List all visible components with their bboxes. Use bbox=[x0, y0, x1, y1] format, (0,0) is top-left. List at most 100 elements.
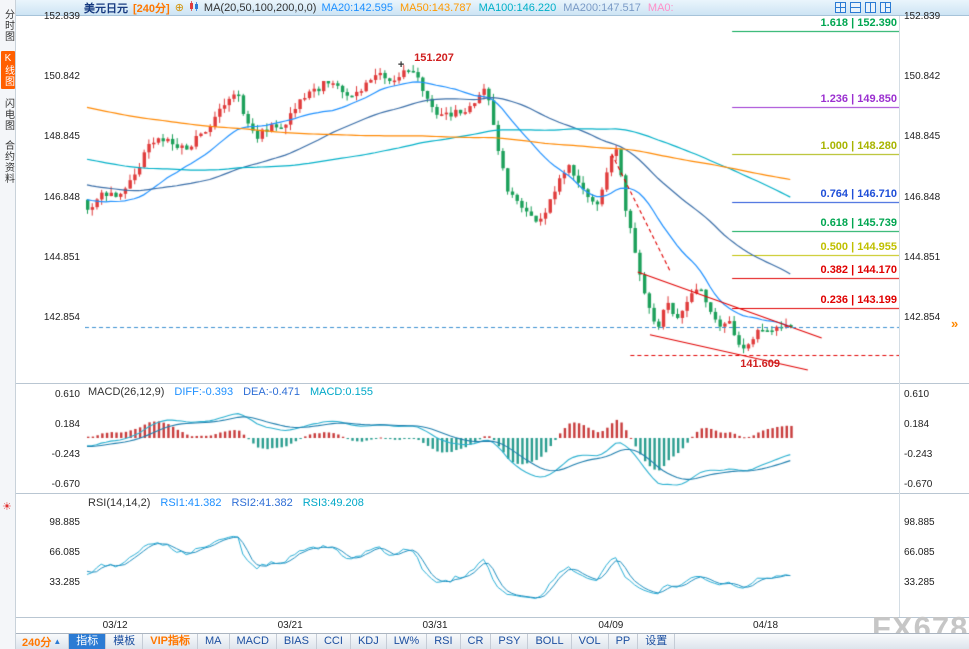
layout-horizontal-split-icon[interactable] bbox=[850, 2, 861, 13]
macd-panel-header: MACD(26,12,9) DIFF:-0.393 DEA:-0.471 MAC… bbox=[88, 386, 373, 398]
price-axis-label-right: 142.854 bbox=[904, 311, 941, 323]
macd-title: MACD(26,12,9) bbox=[88, 386, 165, 398]
layout-icons bbox=[835, 2, 891, 13]
toolbar-period-label[interactable]: 240分 bbox=[22, 636, 52, 649]
ma-value-4: MA0: bbox=[647, 1, 674, 14]
toolbar-item-VIP指标[interactable]: VIP指标 bbox=[143, 633, 199, 649]
sidebar-item-3[interactable]: 合约资料 bbox=[2, 140, 14, 184]
price-axis-label-left: 148.845 bbox=[43, 131, 80, 143]
left-sidebar: 分时图 K线图闪电图合约资料 bbox=[0, 0, 16, 649]
rsi1-value: RSI1:41.382 bbox=[160, 497, 222, 509]
divider-main-macd bbox=[16, 383, 969, 384]
rsi-axis-label-left: 98.885 bbox=[49, 517, 80, 528]
date-axis-label-0: 03/12 bbox=[102, 620, 128, 631]
price-axis-label-right: 150.842 bbox=[904, 71, 941, 83]
rsi-axis-label-right: 33.285 bbox=[904, 577, 935, 589]
date-axis-label-3: 04/09 bbox=[598, 620, 624, 631]
divider-plot-axis bbox=[899, 16, 900, 617]
rsi-chart-canvas[interactable] bbox=[85, 494, 899, 620]
indicator-icon bbox=[189, 0, 199, 15]
macd-chart-canvas[interactable] bbox=[85, 384, 899, 492]
toolbar-item-MACD[interactable]: MACD bbox=[230, 633, 277, 649]
macd-axis-label-right: -0.670 bbox=[904, 478, 933, 490]
layout-vertical-split-icon[interactable] bbox=[865, 2, 876, 13]
period-label: [240分] bbox=[133, 2, 170, 15]
ma-values: MA20:142.595 MA50:143.787 MA100:146.220 MA2… bbox=[321, 2, 680, 14]
ma-settings-label: MA(20,50,100,200,0,0) bbox=[203, 1, 317, 14]
price-axis-label-left: 150.842 bbox=[43, 71, 80, 83]
main-chart-canvas[interactable] bbox=[85, 16, 899, 383]
macd-axis-label-right: 0.184 bbox=[904, 418, 930, 430]
toolbar-item-指标[interactable]: 指标 bbox=[69, 633, 107, 649]
toolbar-item-模板[interactable]: 模板 bbox=[106, 633, 144, 649]
macd-axis-label-left: -0.243 bbox=[51, 448, 80, 460]
fib-level-label: 1.618 | 152.390 bbox=[820, 16, 897, 29]
ma-value-3: MA200:147.517 bbox=[563, 1, 641, 14]
ma-value-0: MA20:142.595 bbox=[321, 1, 393, 14]
price-axis-label-right: 144.851 bbox=[904, 251, 941, 263]
sidebar-item-1[interactable]: K线图 bbox=[0, 51, 15, 89]
header-bar: 美元日元 [240分] ⊕ MA(20,50,100,200,0,0) MA20… bbox=[16, 0, 969, 16]
toolbar-item-PP[interactable]: PP bbox=[609, 633, 639, 649]
price-axis-label-left: 142.854 bbox=[43, 311, 80, 323]
fib-level-label: 0.500 | 144.955 bbox=[820, 240, 897, 253]
macd-macd-value: MACD:0.155 bbox=[309, 386, 373, 398]
toolbar-item-VOL[interactable]: VOL bbox=[572, 633, 609, 649]
toolbar-item-设置[interactable]: 设置 bbox=[638, 633, 676, 649]
ma-value-2: MA100:146.220 bbox=[478, 1, 557, 14]
toolbar-item-MA[interactable]: MA bbox=[198, 633, 230, 649]
fib-level-label: 0.618 | 145.739 bbox=[820, 217, 897, 230]
price-axis-label-left: 152.839 bbox=[43, 11, 80, 22]
rsi-axis-label-left: 66.085 bbox=[49, 547, 80, 558]
date-axis-label-1: 03/21 bbox=[277, 620, 303, 631]
toolbar-item-PSY[interactable]: PSY bbox=[491, 633, 529, 649]
toolbar-item-CCI[interactable]: CCI bbox=[317, 633, 351, 649]
symbol-title: 美元日元 bbox=[84, 2, 128, 15]
date-axis-label-2: 03/31 bbox=[422, 620, 448, 631]
toolbar-item-LW%[interactable]: LW% bbox=[387, 633, 428, 649]
rsi-title: RSI(14,14,2) bbox=[88, 497, 151, 509]
crosshair-marker-icon: + bbox=[397, 58, 405, 71]
macd-axis-label-right: 0.610 bbox=[904, 389, 930, 400]
macd-axis-label-left: -0.670 bbox=[51, 478, 80, 490]
layout-grid-icon[interactable] bbox=[835, 2, 846, 13]
toolbar-items: 指标 模板 VIP指标 MA MACD BIAS CCI KDJ LW% RSI CR PSY BOLL… bbox=[69, 633, 676, 649]
fib-level-label: 0.764 | 146.710 bbox=[820, 187, 897, 200]
layout-mixed-split-icon[interactable] bbox=[880, 2, 891, 13]
sun-tool-icon[interactable]: ☀ bbox=[2, 501, 12, 513]
sidebar-item-2[interactable]: 闪电图 bbox=[2, 98, 14, 131]
toolbar-item-KDJ[interactable]: KDJ bbox=[351, 633, 387, 649]
fib-level-label: 1.236 | 149.850 bbox=[820, 93, 897, 106]
rsi-panel-header: RSI(14,14,2) RSI1:41.382 RSI2:41.382 RSI… bbox=[88, 497, 364, 509]
rsi3-value: RSI3:49.208 bbox=[302, 497, 364, 509]
divider-rsi-dates bbox=[16, 617, 969, 618]
price-annotation-1: 141.609 bbox=[740, 357, 781, 370]
period-up-triangle-icon[interactable]: ▲ bbox=[53, 633, 70, 649]
rsi-axis-label-right: 66.085 bbox=[904, 547, 935, 558]
price-axis-label-right: 152.839 bbox=[904, 11, 941, 22]
macd-axis-label-left: 0.610 bbox=[54, 389, 80, 400]
fib-level-label: 1.000 | 148.280 bbox=[820, 140, 897, 153]
current-price-marker-icon: » bbox=[951, 316, 959, 332]
macd-axis-label-right: -0.243 bbox=[904, 448, 933, 460]
toolbar-item-BOLL[interactable]: BOLL bbox=[528, 633, 572, 649]
price-axis-label-left: 144.851 bbox=[43, 251, 80, 263]
rsi-axis-label-right: 98.885 bbox=[904, 517, 935, 528]
ma-value-1: MA50:143.787 bbox=[400, 1, 472, 14]
rsi-axis-label-left: 33.285 bbox=[49, 577, 80, 589]
price-axis-label-right: 146.848 bbox=[904, 191, 941, 203]
toolbar-item-BIAS[interactable]: BIAS bbox=[277, 633, 317, 649]
toolbar-item-RSI[interactable]: RSI bbox=[427, 633, 461, 649]
circle-plus-icon[interactable]: ⊕ bbox=[174, 2, 184, 14]
price-axis-label-right: 148.845 bbox=[904, 131, 941, 143]
sidebar-item-0[interactable]: 分时图 bbox=[2, 9, 14, 42]
macd-axis-label-left: 0.184 bbox=[54, 418, 80, 430]
divider-macd-rsi bbox=[16, 493, 969, 494]
date-axis-label-4: 04/18 bbox=[752, 620, 779, 631]
price-annotation-0: 151.207 bbox=[414, 52, 454, 65]
fib-level-label: 0.382 | 144.170 bbox=[820, 264, 897, 277]
macd-diff-value: DIFF:-0.393 bbox=[174, 386, 234, 398]
bottom-toolbar: 240分 ▲ 指标 模板 VIP指标 MA MACD BIAS CCI KDJ LW% RSI CR… bbox=[16, 633, 969, 649]
toolbar-item-CR[interactable]: CR bbox=[461, 633, 492, 649]
